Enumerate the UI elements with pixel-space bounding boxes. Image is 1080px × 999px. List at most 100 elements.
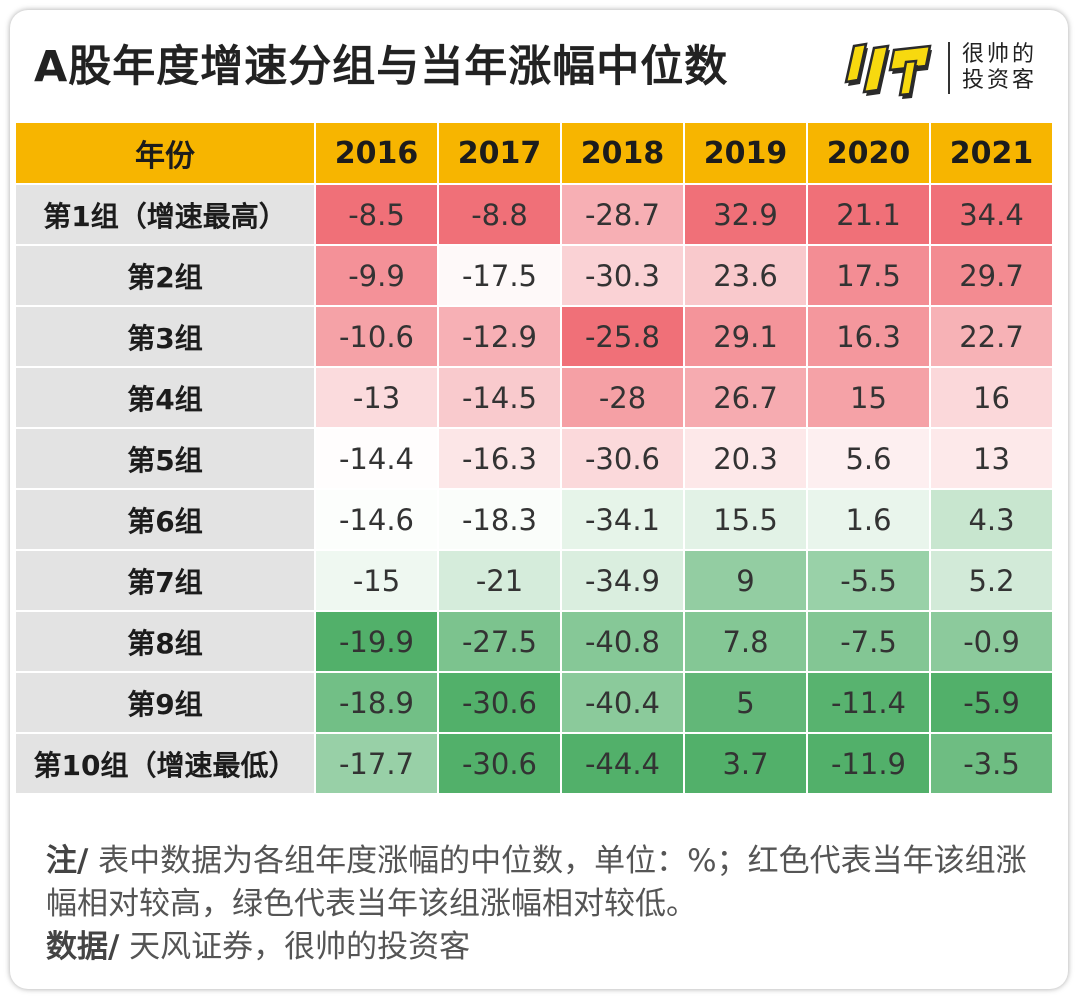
row-label: 第2组 bbox=[14, 244, 316, 307]
table-row: 第6组 -14.6 -18.3 -34.1 15.5 1.6 4.3 bbox=[14, 488, 1054, 551]
heatmap-cell: -3.5 bbox=[929, 732, 1054, 795]
row-label: 第8组 bbox=[14, 610, 316, 673]
table-body: 第1组（增速最高） -8.5 -8.8 -28.7 32.9 21.1 34.4 第2组 -9.… bbox=[14, 183, 1054, 795]
heatmap-cell: -40.4 bbox=[560, 671, 685, 734]
heatmap-cell: 22.7 bbox=[929, 305, 1054, 368]
heatmap-cell: 17.5 bbox=[806, 244, 931, 307]
heatmap-cell: 5.6 bbox=[806, 427, 931, 490]
heatmap-cell: 5.2 bbox=[929, 549, 1054, 612]
heatmap-cell: -10.6 bbox=[314, 305, 439, 368]
logo-line-1: 很帅的 bbox=[962, 42, 1038, 67]
corner-header: 年份 bbox=[14, 121, 316, 185]
heatmap-cell: -18.3 bbox=[437, 488, 562, 551]
heatmap-cell: -40.8 bbox=[560, 610, 685, 673]
heatmap-cell: -30.6 bbox=[437, 732, 562, 795]
heatmap-cell: -5.9 bbox=[929, 671, 1054, 734]
heatmap-cell: -30.3 bbox=[560, 244, 685, 307]
heatmap-cell: 1.6 bbox=[806, 488, 931, 551]
heatmap-cell: -34.9 bbox=[560, 549, 685, 612]
page-title: A股年度增速分组与当年涨幅中位数 bbox=[34, 42, 729, 92]
heatmap-cell: -11.4 bbox=[806, 671, 931, 734]
heatmap-cell: -27.5 bbox=[437, 610, 562, 673]
heatmap-cell: 29.7 bbox=[929, 244, 1054, 307]
row-label: 第1组（增速最高） bbox=[14, 183, 316, 246]
year-header: 2016 bbox=[314, 121, 439, 185]
heatmap-cell: -30.6 bbox=[560, 427, 685, 490]
heatmap-cell: 13 bbox=[929, 427, 1054, 490]
heatmap-cell: -13 bbox=[314, 366, 439, 429]
header-row: 年份 2016 2017 2018 2019 2020 2021 bbox=[14, 121, 1054, 185]
row-label: 第6组 bbox=[14, 488, 316, 551]
heatmap-cell: -17.5 bbox=[437, 244, 562, 307]
table-row: 第8组 -19.9 -27.5 -40.8 7.8 -7.5 -0.9 bbox=[14, 610, 1054, 673]
heatmap-cell: -19.9 bbox=[314, 610, 439, 673]
heatmap-cell: 3.7 bbox=[683, 732, 808, 795]
heatmap-cell: -17.7 bbox=[314, 732, 439, 795]
heatmap-cell: -9.9 bbox=[314, 244, 439, 307]
heatmap-cell: -18.9 bbox=[314, 671, 439, 734]
heatmap-cell: -5.5 bbox=[806, 549, 931, 612]
row-label: 第4组 bbox=[14, 366, 316, 429]
note-text: 表中数据为各组年度涨幅的中位数，单位：%；红色代表当年该组涨幅相对较高，绿色代表… bbox=[46, 843, 1027, 922]
heatmap-cell: 23.6 bbox=[683, 244, 808, 307]
heatmap-cell: -14.5 bbox=[437, 366, 562, 429]
heatmap-cell: -25.8 bbox=[560, 305, 685, 368]
heatmap-cell: -16.3 bbox=[437, 427, 562, 490]
year-header: 2021 bbox=[929, 121, 1054, 185]
shuai-logo-icon bbox=[844, 42, 932, 99]
note-line: 注/ 表中数据为各组年度涨幅的中位数，单位：%；红色代表当年该组涨幅相对较高，绿… bbox=[46, 840, 1046, 926]
heatmap-cell: -15 bbox=[314, 549, 439, 612]
table-row: 第1组（增速最高） -8.5 -8.8 -28.7 32.9 21.1 34.4 bbox=[14, 183, 1054, 246]
heatmap-cell: 7.8 bbox=[683, 610, 808, 673]
table-row: 第5组 -14.4 -16.3 -30.6 20.3 5.6 13 bbox=[14, 427, 1054, 490]
heatmap-cell: -14.4 bbox=[314, 427, 439, 490]
source-line: 数据/ 天风证券，很帅的投资客 bbox=[46, 926, 1046, 969]
heatmap-cell: 32.9 bbox=[683, 183, 808, 246]
table-row: 第4组 -13 -14.5 -28 26.7 15 16 bbox=[14, 366, 1054, 429]
row-label: 第9组 bbox=[14, 671, 316, 734]
heatmap-cell: -14.6 bbox=[314, 488, 439, 551]
table-row: 第3组 -10.6 -12.9 -25.8 29.1 16.3 22.7 bbox=[14, 305, 1054, 368]
heatmap-cell: 20.3 bbox=[683, 427, 808, 490]
heatmap-table: 年份 2016 2017 2018 2019 2020 2021 第1组（增速最高） -8.… bbox=[14, 121, 1054, 795]
heatmap-cell: -28.7 bbox=[560, 183, 685, 246]
heatmap-cell: -30.6 bbox=[437, 671, 562, 734]
heatmap-cell: 16 bbox=[929, 366, 1054, 429]
heatmap-cell: 29.1 bbox=[683, 305, 808, 368]
heatmap-cell: -21 bbox=[437, 549, 562, 612]
row-label: 第5组 bbox=[14, 427, 316, 490]
heatmap-cell: -44.4 bbox=[560, 732, 685, 795]
logo-text: 很帅的 投资客 bbox=[962, 42, 1052, 94]
year-header: 2020 bbox=[806, 121, 931, 185]
heatmap-cell: 26.7 bbox=[683, 366, 808, 429]
heatmap-cell: -11.9 bbox=[806, 732, 931, 795]
heatmap-cell: 15 bbox=[806, 366, 931, 429]
heatmap-cell: -8.8 bbox=[437, 183, 562, 246]
year-header: 2017 bbox=[437, 121, 562, 185]
brand-logo: 很帅的 投资客 bbox=[840, 34, 1050, 104]
heatmap-cell: 34.4 bbox=[929, 183, 1054, 246]
heatmap-cell: 16.3 bbox=[806, 305, 931, 368]
note-label: 注/ bbox=[46, 843, 89, 879]
heatmap-cell: -28 bbox=[560, 366, 685, 429]
heatmap-cell: 15.5 bbox=[683, 488, 808, 551]
heatmap-cell: 9 bbox=[683, 549, 808, 612]
heatmap-cell: -12.9 bbox=[437, 305, 562, 368]
card: A股年度增速分组与当年涨幅中位数 很帅的 投资客 年份 2016 2017 2018 bbox=[10, 10, 1068, 989]
heatmap-cell: -34.1 bbox=[560, 488, 685, 551]
table-row: 第2组 -9.9 -17.5 -30.3 23.6 17.5 29.7 bbox=[14, 244, 1054, 307]
table-row: 第7组 -15 -21 -34.9 9 -5.5 5.2 bbox=[14, 549, 1054, 612]
footnotes: 注/ 表中数据为各组年度涨幅的中位数，单位：%；红色代表当年该组涨幅相对较高，绿… bbox=[46, 840, 1046, 969]
row-label: 第7组 bbox=[14, 549, 316, 612]
source-label: 数据/ bbox=[46, 929, 120, 965]
heatmap-cell: -0.9 bbox=[929, 610, 1054, 673]
heatmap-cell: 5 bbox=[683, 671, 808, 734]
year-header: 2018 bbox=[560, 121, 685, 185]
table-row: 第10组（增速最低） -17.7 -30.6 -44.4 3.7 -11.9 -3.5 bbox=[14, 732, 1054, 795]
logo-line-2: 投资客 bbox=[962, 68, 1038, 93]
table-row: 第9组 -18.9 -30.6 -40.4 5 -11.4 -5.9 bbox=[14, 671, 1054, 734]
year-header: 2019 bbox=[683, 121, 808, 185]
row-label: 第10组（增速最低） bbox=[14, 732, 316, 795]
logo-divider bbox=[948, 42, 950, 94]
source-text: 天风证券，很帅的投资客 bbox=[119, 929, 471, 965]
